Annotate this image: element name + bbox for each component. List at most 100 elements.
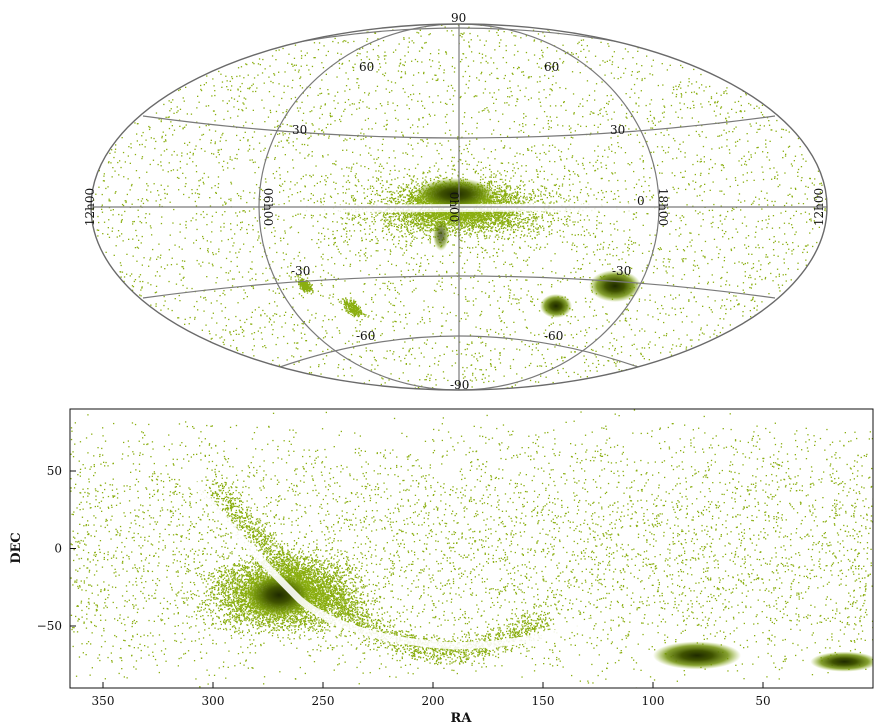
sky-map-point	[175, 283, 178, 285]
sky-map-point	[594, 354, 596, 356]
sky-map-point	[297, 255, 299, 257]
sky-map-point	[528, 364, 531, 367]
sky-map-point	[368, 333, 370, 336]
sky-map-point	[522, 125, 524, 128]
sky-map-point	[490, 72, 493, 74]
sky-map-point	[128, 146, 130, 148]
sky-map-point	[386, 123, 388, 126]
sky-map-point	[308, 321, 310, 323]
sky-map-point	[588, 50, 590, 52]
sky-map-point	[600, 222, 602, 224]
sky-map-point	[622, 251, 624, 253]
sky-map-point	[382, 167, 385, 170]
sky-map-point	[119, 235, 121, 237]
sky-map-point	[250, 323, 252, 325]
sky-map-point	[562, 44, 564, 46]
sky-map-point	[364, 92, 366, 94]
sky-map-point	[164, 192, 166, 195]
sky-map-point	[294, 184, 296, 186]
sky-map-point	[156, 271, 158, 273]
sky-map-point	[672, 284, 675, 286]
sky-map-point	[237, 88, 239, 90]
sky-map-point	[515, 105, 517, 107]
sky-map-point	[233, 167, 235, 170]
sky-map-point	[602, 346, 604, 348]
sky-map-point	[504, 261, 506, 263]
sky-map-point	[322, 253, 324, 255]
sky-map-point	[539, 152, 541, 155]
sky-map-point	[651, 196, 653, 198]
sky-map-point	[319, 87, 321, 90]
sky-map-point	[218, 248, 220, 250]
sky-map-point	[343, 359, 345, 361]
sky-map-point	[177, 110, 179, 112]
sky-map-point	[693, 296, 695, 298]
sky-map-point	[211, 187, 213, 189]
sky-map-point	[261, 256, 263, 258]
sky-map-point	[582, 39, 585, 41]
sky-map-point	[431, 78, 434, 80]
sky-map-point	[344, 240, 346, 242]
sky-map-point	[150, 191, 152, 193]
sky-map-point	[389, 170, 392, 172]
sky-map-point	[679, 345, 681, 347]
sky-map-point	[668, 146, 670, 149]
sky-map-point	[236, 265, 238, 267]
sky-map-point	[243, 77, 245, 79]
sky-map-point	[198, 263, 200, 265]
sky-map-point	[570, 271, 572, 274]
sky-map-point	[466, 259, 468, 261]
sky-map-point	[346, 241, 348, 243]
sky-map-point	[300, 65, 302, 67]
sky-map-point	[684, 156, 686, 158]
sky-map-point	[344, 90, 346, 92]
sky-map-point	[299, 287, 301, 289]
sky-map-point	[599, 259, 601, 261]
sky-map-point	[498, 42, 501, 44]
sky-map-point	[275, 170, 278, 173]
sky-map-point	[668, 212, 670, 214]
sky-map-point	[451, 156, 453, 159]
sky-map-point	[232, 245, 234, 247]
sky-map-point	[719, 331, 721, 334]
sky-map-point	[696, 154, 698, 156]
sky-map-point	[444, 116, 447, 118]
sky-map-point	[699, 161, 701, 163]
sky-map-point	[686, 315, 688, 318]
sky-map-point	[409, 335, 411, 337]
sky-map-point	[592, 251, 595, 253]
sky-map-point	[320, 241, 322, 243]
sky-map-point	[379, 182, 382, 185]
sky-map-point	[484, 292, 487, 294]
sky-map-point	[361, 237, 363, 239]
sky-map-point	[683, 176, 685, 178]
sky-map-point	[291, 194, 293, 196]
sky-map-point	[241, 276, 244, 278]
sky-map-point	[505, 201, 508, 203]
sky-map-point	[296, 107, 299, 109]
sky-map-point	[163, 141, 165, 143]
sky-map-point	[351, 113, 353, 116]
sky-map-point	[205, 105, 207, 107]
sky-map-point	[787, 268, 789, 270]
sky-map-point	[407, 216, 409, 218]
sky-map-point	[184, 260, 186, 262]
sky-map-point	[463, 116, 465, 118]
sky-map-point	[734, 101, 736, 103]
sky-map-point	[737, 100, 740, 103]
sky-map-point	[247, 87, 249, 90]
sky-map-point	[745, 164, 748, 166]
sky-map-point	[613, 359, 615, 361]
sky-map-point	[394, 157, 396, 159]
sky-map-point	[233, 330, 235, 332]
sky-map-point	[173, 150, 175, 153]
sky-map-point	[704, 255, 706, 258]
sky-map-point	[710, 309, 712, 311]
sky-map-point	[535, 343, 538, 345]
sky-map-point	[160, 165, 162, 167]
sky-map-point	[120, 220, 123, 222]
sky-map-point	[292, 286, 294, 288]
sky-map-point	[274, 230, 276, 232]
sky-map-point	[446, 217, 448, 220]
sky-map-point	[745, 247, 747, 249]
